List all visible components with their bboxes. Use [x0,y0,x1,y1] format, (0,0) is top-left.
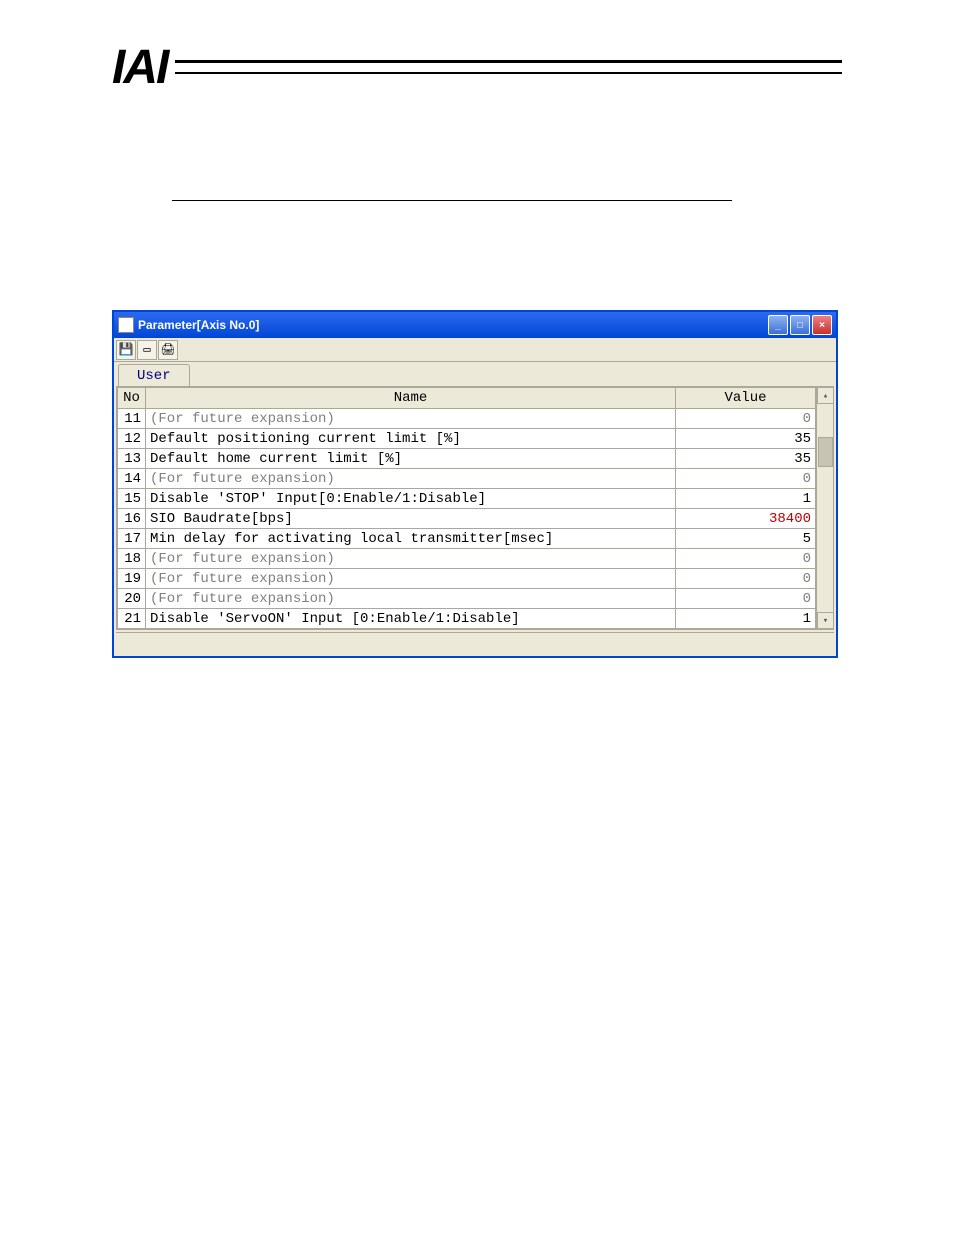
tab-bar: User [114,362,836,386]
cell-value[interactable]: 35 [676,449,816,469]
window-title: Parameter[Axis No.0] [138,318,768,332]
table-row[interactable]: 19(For future expansion)0 [118,569,816,589]
table-row[interactable]: 13Default home current limit [%]35 [118,449,816,469]
titlebar[interactable]: Parameter[Axis No.0] _ □ × [114,312,836,338]
cell-no[interactable]: 16 [118,509,146,529]
cell-name[interactable]: Disable 'ServoON' Input [0:Enable/1:Disa… [146,609,676,629]
table-row[interactable]: 20(For future expansion)0 [118,589,816,609]
cell-value[interactable]: 0 [676,589,816,609]
cell-value[interactable]: 0 [676,409,816,429]
cell-name[interactable]: (For future expansion) [146,409,676,429]
print-icon[interactable]: 🖨 [158,340,178,360]
parameter-table: No Name Value 11(For future expansion)01… [117,387,816,629]
cell-value[interactable]: 1 [676,489,816,509]
cell-name[interactable]: SIO Baudrate[bps] [146,509,676,529]
scroll-up-button[interactable]: ▴ [817,387,834,404]
column-header-name[interactable]: Name [146,388,676,409]
intro-rule [172,200,732,201]
cell-no[interactable]: 11 [118,409,146,429]
table-row[interactable]: 12Default positioning current limit [%]3… [118,429,816,449]
cell-no[interactable]: 21 [118,609,146,629]
vertical-scrollbar[interactable]: ▴ ▾ [816,387,833,629]
toolbar: 💾 ▭ 🖨 [114,338,836,362]
cell-value[interactable]: 35 [676,429,816,449]
cell-value[interactable]: 0 [676,469,816,489]
cell-no[interactable]: 19 [118,569,146,589]
column-header-no[interactable]: No [118,388,146,409]
header-rule [175,58,842,78]
save-icon[interactable]: 💾 [116,340,136,360]
cell-no[interactable]: 18 [118,549,146,569]
close-button[interactable]: × [812,315,832,335]
parameter-window: Parameter[Axis No.0] _ □ × 💾 ▭ 🖨 User No… [112,310,838,658]
tab-user[interactable]: User [118,364,190,386]
table-row[interactable]: 21Disable 'ServoON' Input [0:Enable/1:Di… [118,609,816,629]
page-header: IAI [112,40,842,95]
cell-name[interactable]: Min delay for activating local transmitt… [146,529,676,549]
window-icon [118,317,134,333]
table-row[interactable]: 11(For future expansion)0 [118,409,816,429]
cell-no[interactable]: 17 [118,529,146,549]
cell-no[interactable]: 12 [118,429,146,449]
statusbar [116,632,834,654]
content-area [112,140,842,201]
cell-value[interactable]: 0 [676,569,816,589]
cell-no[interactable]: 20 [118,589,146,609]
minimize-button[interactable]: _ [768,315,788,335]
cell-value[interactable]: 1 [676,609,816,629]
scroll-thumb[interactable] [818,437,833,467]
cell-name[interactable]: (For future expansion) [146,469,676,489]
cell-no[interactable]: 15 [118,489,146,509]
document-icon[interactable]: ▭ [137,340,157,360]
cell-name[interactable]: (For future expansion) [146,549,676,569]
table-row[interactable]: 15Disable 'STOP' Input[0:Enable/1:Disabl… [118,489,816,509]
scroll-down-button[interactable]: ▾ [817,612,834,629]
table-row[interactable]: 14(For future expansion)0 [118,469,816,489]
cell-name[interactable]: Disable 'STOP' Input[0:Enable/1:Disable] [146,489,676,509]
column-header-value[interactable]: Value [676,388,816,409]
cell-name[interactable]: Default positioning current limit [%] [146,429,676,449]
cell-no[interactable]: 13 [118,449,146,469]
cell-value[interactable]: 38400 [676,509,816,529]
table-row[interactable]: 18(For future expansion)0 [118,549,816,569]
table-row[interactable]: 16SIO Baudrate[bps]38400 [118,509,816,529]
window-controls: _ □ × [768,315,832,335]
table-header-row: No Name Value [118,388,816,409]
cell-value[interactable]: 0 [676,549,816,569]
table-row[interactable]: 17Min delay for activating local transmi… [118,529,816,549]
maximize-button[interactable]: □ [790,315,810,335]
logo: IAI [112,40,167,95]
cell-value[interactable]: 5 [676,529,816,549]
table-area: No Name Value 11(For future expansion)01… [116,386,834,630]
cell-name[interactable]: Default home current limit [%] [146,449,676,469]
cell-name[interactable]: (For future expansion) [146,569,676,589]
cell-no[interactable]: 14 [118,469,146,489]
cell-name[interactable]: (For future expansion) [146,589,676,609]
